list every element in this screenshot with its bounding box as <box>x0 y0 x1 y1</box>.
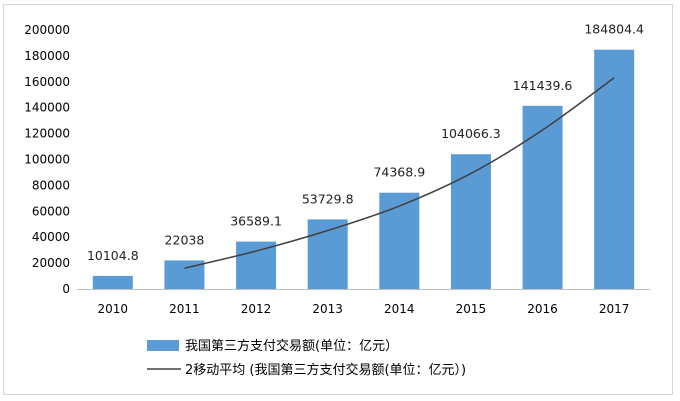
y-tick-label: 120000 <box>24 127 70 141</box>
bar <box>379 192 420 289</box>
y-tick-label: 20000 <box>32 256 70 270</box>
x-tick-label: 2014 <box>384 302 415 316</box>
bar <box>236 241 277 289</box>
bar <box>522 105 563 289</box>
legend-line-label: 2移动平均 (我国第三方支付交易额(单位：亿元）) <box>185 362 466 378</box>
y-axis: 0 20000 40000 60000 80000 100000 120000 140000 1… <box>24 23 70 296</box>
y-tick-label: 180000 <box>24 49 70 63</box>
data-label: 22038 <box>165 232 205 247</box>
data-labels: 10104.8 22038 36589.1 53729.8 74368.9 104066.… <box>87 22 644 263</box>
x-tick-label: 2017 <box>599 302 630 316</box>
x-tick-label: 2013 <box>312 302 343 316</box>
bar <box>92 275 133 289</box>
x-tick-label: 2010 <box>98 302 129 316</box>
bar <box>450 154 491 289</box>
y-tick-label: 80000 <box>32 178 70 192</box>
y-tick-label: 100000 <box>24 153 70 167</box>
legend: 我国第三方支付交易额(单位：亿元） 2移动平均 (我国第三方支付交易额(单位：亿… <box>147 338 466 378</box>
x-tick-label: 2011 <box>169 302 200 316</box>
x-tick-label: 2016 <box>527 302 558 316</box>
data-label: 10104.8 <box>87 248 139 263</box>
y-tick-label: 140000 <box>24 101 70 115</box>
legend-bar-label: 我国第三方支付交易额(单位：亿元） <box>185 338 398 354</box>
data-label: 53729.8 <box>302 191 354 206</box>
x-tick-label: 2012 <box>241 302 272 316</box>
moving-average-line <box>184 77 615 269</box>
y-tick-label: 160000 <box>24 75 70 89</box>
data-label: 184804.4 <box>584 22 644 37</box>
y-tick-label: 60000 <box>32 204 70 218</box>
y-tick-label: 0 <box>62 282 70 296</box>
y-tick-label: 40000 <box>32 230 70 244</box>
data-label: 141439.6 <box>513 78 573 93</box>
data-label: 74368.9 <box>373 165 425 180</box>
x-tick-label: 2015 <box>456 302 487 316</box>
y-tick-label: 200000 <box>24 23 70 37</box>
data-label: 36589.1 <box>230 214 282 229</box>
trendline-path <box>184 77 615 269</box>
data-label: 104066.3 <box>441 126 501 141</box>
x-axis-labels: 2010 2011 2012 2013 2014 2015 2016 2017 <box>98 302 630 316</box>
bar <box>594 49 635 290</box>
legend-bar-swatch <box>147 340 179 351</box>
bar-series <box>92 49 635 290</box>
